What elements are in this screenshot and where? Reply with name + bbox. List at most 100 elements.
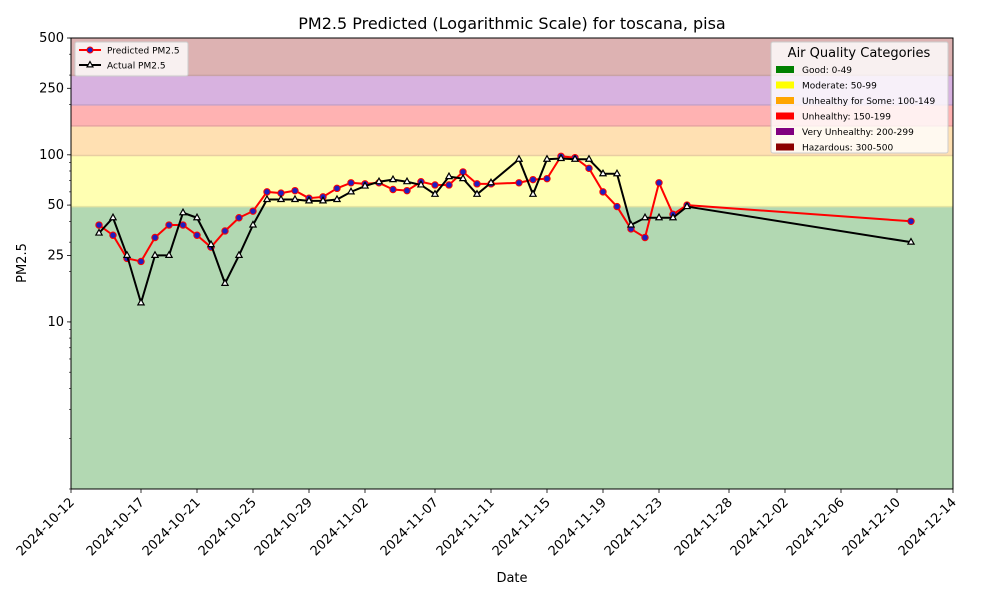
actual-point — [346, 187, 356, 195]
predicted-point — [473, 180, 481, 188]
category-label: Hazardous: 300-500 — [802, 144, 893, 154]
actual-point — [668, 212, 678, 221]
y-tick-label: 50 — [47, 198, 64, 213]
x-tick-label: 2024-10-17 — [84, 495, 148, 559]
predicted-point — [109, 231, 117, 239]
category-swatch — [776, 81, 794, 89]
actual-point — [164, 250, 174, 258]
aqi-band-1 — [71, 155, 953, 207]
actual-point — [402, 176, 412, 185]
predicted-point — [543, 174, 551, 183]
actual-point — [388, 174, 398, 183]
y-tick-label: 250 — [39, 81, 64, 96]
predicted-point — [907, 217, 915, 225]
predicted-point — [389, 185, 397, 194]
category-label: Moderate: 50-99 — [802, 82, 877, 92]
actual-point — [542, 154, 552, 162]
y-tick-label: 100 — [39, 148, 64, 163]
actual-point — [276, 194, 286, 203]
category-swatch — [776, 128, 794, 135]
x-tick-label: 2024-11-11 — [434, 495, 498, 559]
actual-point — [598, 168, 608, 177]
legend-swatch-marker — [86, 46, 94, 54]
aqi-band-3 — [71, 104, 953, 126]
series-layer — [94, 152, 916, 306]
predicted-point — [137, 257, 145, 266]
plot-frame — [70, 37, 954, 490]
chart-title: PM2.5 Predicted (Logarithmic Scale) for … — [298, 14, 725, 33]
category-swatch — [776, 143, 794, 151]
x-tick-label: 2024-11-07 — [378, 495, 442, 559]
category-legend-title: Air Quality Categories — [788, 46, 931, 61]
actual-point — [682, 201, 692, 210]
category-legend: Air Quality Categories Good: 0-49 Moderat… — [770, 41, 949, 154]
actual-point — [472, 189, 482, 197]
actual-point — [332, 194, 342, 203]
actual-point — [528, 189, 538, 197]
predicted-point — [599, 188, 607, 196]
actual-point — [94, 228, 104, 236]
actual-point — [122, 250, 132, 258]
actual-point — [906, 237, 916, 245]
predicted-point — [585, 164, 593, 173]
predicted-point — [347, 179, 355, 187]
predicted-point — [249, 207, 257, 215]
predicted-point — [193, 231, 201, 239]
actual-point — [220, 278, 230, 286]
predicted-point — [95, 221, 103, 229]
actual-point — [206, 239, 216, 248]
predicted-point — [333, 184, 341, 193]
category-label: Unhealthy: 150-199 — [802, 113, 891, 123]
legend-swatch-marker — [86, 60, 94, 68]
category-bands — [71, 38, 953, 490]
actual-point — [150, 250, 160, 258]
x-tick-label: 2024-10-21 — [140, 495, 204, 559]
actual-point — [640, 212, 650, 221]
predicted-point — [165, 221, 173, 229]
predicted-point — [641, 233, 649, 242]
actual-point — [304, 196, 314, 204]
x-tick-label: 2024-10-12 — [14, 495, 78, 559]
actual-point — [486, 177, 496, 186]
actual-point — [192, 212, 202, 221]
predicted-point — [431, 181, 439, 189]
predicted-point — [655, 179, 663, 187]
predicted-point — [515, 179, 523, 187]
actual-point — [612, 168, 622, 177]
actual-point — [416, 180, 426, 188]
predicted-point — [221, 227, 229, 235]
category-swatch — [776, 112, 794, 120]
x-tick-label: 2024-12-10 — [840, 495, 904, 559]
series-legend-label: Actual PM2.5 — [107, 62, 166, 72]
x-tick-label: 2024-10-25 — [196, 495, 260, 559]
aqi-band-0 — [71, 206, 953, 490]
actual-point — [360, 181, 370, 189]
series-legend-box — [74, 41, 189, 77]
predicted-point — [403, 186, 411, 195]
y-tick-label: 25 — [47, 248, 64, 263]
actual-point — [430, 189, 440, 197]
x-axis-label: Date — [496, 571, 527, 586]
y-axis: 10 25 50 100 250 500 — [39, 31, 71, 490]
actual-point — [374, 176, 384, 185]
actual-point — [514, 154, 524, 162]
category-label: Unhealthy for Some: 100-149 — [802, 97, 935, 107]
actual-point — [654, 212, 664, 221]
category-label: Good: 0-49 — [802, 66, 852, 76]
predicted-point — [235, 214, 243, 222]
x-tick-label: 2024-12-14 — [896, 495, 960, 559]
actual-point — [584, 154, 594, 162]
actual-point — [136, 298, 146, 306]
actual-point — [248, 220, 258, 228]
predicted-point — [291, 186, 299, 195]
actual-point — [178, 207, 188, 216]
actual-point — [556, 153, 566, 162]
category-legend-box — [770, 41, 949, 154]
category-swatch — [776, 97, 794, 104]
x-tick-label: 2024-11-19 — [546, 495, 610, 559]
actual-point — [444, 171, 454, 180]
x-tick-label: 2024-11-02 — [308, 495, 372, 559]
y-tick-label: 500 — [39, 31, 64, 46]
